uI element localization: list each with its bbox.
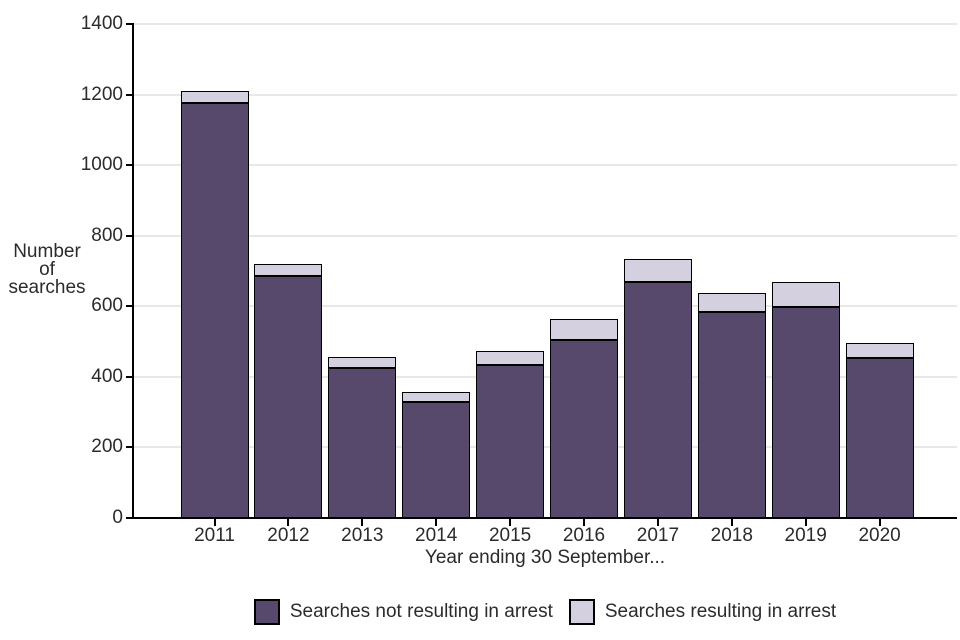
bar-segment-not-arrest-2019 [771,306,840,518]
bar-2013 [328,357,397,518]
y-axis-title-line: Number [13,241,81,262]
bar-segment-arrest-2014 [402,391,471,402]
y-tick [126,234,133,237]
x-tick-label: 2016 [562,525,606,546]
gridline [133,375,957,378]
y-tick [126,305,133,308]
bar-segment-not-arrest-2013 [328,368,397,518]
y-tick [126,517,133,519]
legend-swatch-not-arrest-icon [253,599,280,625]
x-tick-label: 2017 [636,525,680,546]
x-tick [730,518,733,526]
x-tick [213,518,216,526]
x-tick-label: 2012 [267,525,310,546]
gridline [133,93,957,96]
bar-segment-not-arrest-2020 [845,357,914,518]
x-tick-label: 2019 [784,525,827,546]
x-tick [878,518,881,526]
y-axis-line [132,23,134,519]
y-tick [126,446,133,449]
legend-item-arrest: Searches resulting in arrest [568,599,837,625]
bar-segment-not-arrest-2017 [623,282,692,518]
y-tick-label: 400 [91,365,123,387]
y-tick-label: 800 [91,224,123,246]
x-tick [656,518,659,526]
y-tick-label: 1400 [80,13,123,34]
gridline [133,23,957,25]
legend-swatch-arrest-icon [568,599,595,625]
y-tick [126,164,133,167]
bar-2014 [402,391,471,518]
x-tick-label: 2011 [194,525,235,546]
y-axis-title: Number of searches [0,241,94,298]
bar-segment-arrest-2015 [476,351,545,366]
bar-2016 [550,318,618,518]
x-tick-label: 2020 [858,525,901,546]
bar-segment-arrest-2017 [623,259,692,283]
bar-segment-not-arrest-2012 [254,276,323,518]
gridline [133,446,957,449]
x-axis-title: Year ending 30 September... [424,547,666,568]
y-tick [126,93,133,96]
bar-2012 [254,263,323,518]
y-tick-label: 600 [91,295,123,317]
y-tick-label: 200 [91,436,123,458]
bar-2017 [623,259,692,518]
x-tick-label: 2014 [415,525,458,546]
x-tick [583,518,585,526]
gridline [133,234,957,237]
bar-2015 [476,351,545,518]
bar-segment-arrest-2012 [254,263,323,277]
bar-segment-arrest-2016 [550,318,618,340]
bar-segment-arrest-2011 [180,91,249,104]
bar-segment-not-arrest-2018 [697,311,766,518]
y-axis-title-line: searches [8,277,86,298]
bar-segment-not-arrest-2014 [402,401,471,518]
legend: Searches not resulting in arrest Searche… [133,597,957,627]
x-tick-label: 2018 [710,525,753,546]
x-tick-label: 2015 [488,525,532,546]
y-tick-label: 1000 [80,154,123,176]
bar-2019 [771,281,840,518]
bar-segment-arrest-2020 [845,342,914,358]
y-tick-label: 0 [112,507,123,528]
bar-segment-arrest-2018 [697,293,766,312]
x-axis-line [132,516,957,519]
legend-item-not-arrest: Searches not resulting in arrest [253,599,553,625]
x-tick [804,518,807,526]
bar-segment-not-arrest-2011 [180,103,249,518]
x-tick [287,518,290,526]
x-tick-label: 2013 [341,525,384,546]
bar-segment-arrest-2013 [328,357,397,369]
legend-label-arrest: Searches resulting in arrest [604,601,837,622]
bar-segment-not-arrest-2016 [550,339,618,518]
bar-segment-arrest-2019 [771,281,840,307]
y-tick-label: 1200 [80,83,123,105]
legend-label-not-arrest: Searches not resulting in arrest [289,601,553,622]
y-tick [126,375,133,378]
x-tick [509,518,512,526]
bar-2011 [180,91,249,518]
bar-2018 [697,293,766,518]
x-tick [435,518,438,526]
gridline [133,305,957,308]
bar-2020 [845,342,914,518]
gridline [133,164,957,167]
x-tick [361,518,364,526]
y-axis-title-line: of [39,259,55,280]
y-tick [126,23,133,25]
bar-segment-not-arrest-2015 [476,365,545,518]
